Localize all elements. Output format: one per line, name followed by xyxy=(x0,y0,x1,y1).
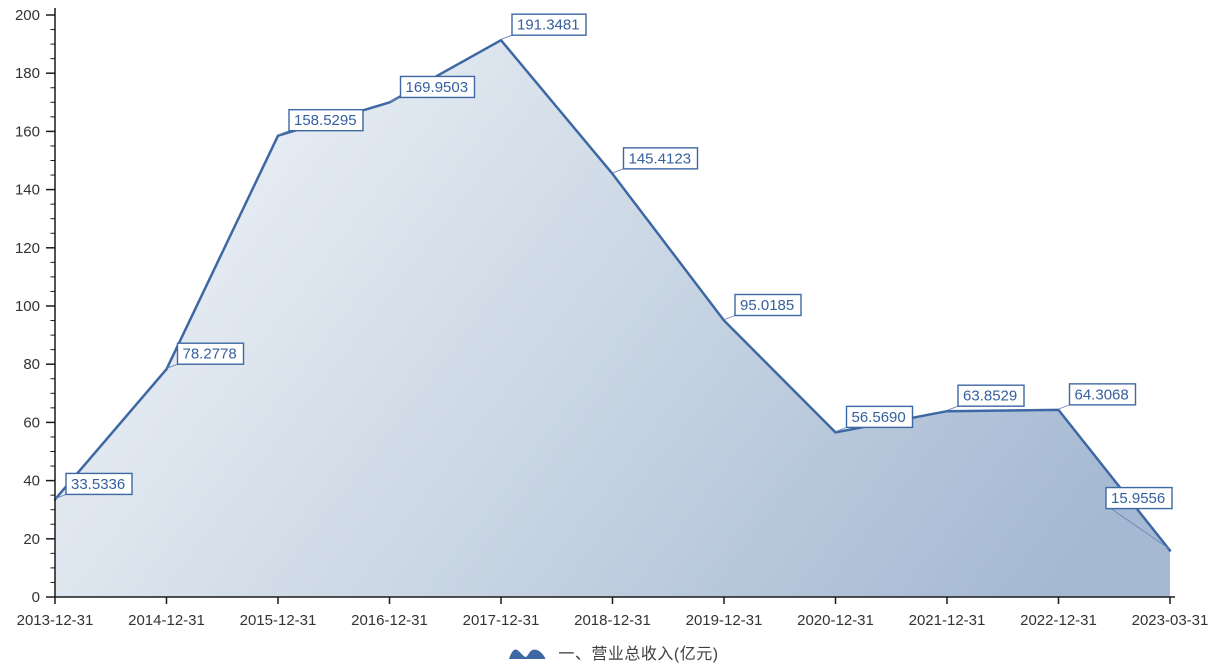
label-box xyxy=(65,472,133,496)
x-tick-label: 2023-03-31 xyxy=(1132,612,1209,629)
x-tick-label: 2019-12-31 xyxy=(686,612,763,629)
x-tick-label: 2018-12-31 xyxy=(574,612,651,629)
label-value: 78.2778 xyxy=(183,346,237,363)
label-box xyxy=(1068,383,1137,406)
label-box xyxy=(845,405,914,429)
data-label: 95.0185 xyxy=(724,293,802,320)
data-label: 145.4123 xyxy=(612,147,699,174)
x-axis: 2013-12-31 2014-12-31 2015-12-31 2016-12-31… xyxy=(17,597,1209,629)
x-tick-label: 2022-12-31 xyxy=(1020,612,1097,629)
x-tick-label: 2013-12-31 xyxy=(17,612,94,629)
label-value: 15.9556 xyxy=(1111,490,1165,507)
y-tick-label: 200 xyxy=(15,7,40,24)
x-tick-label: 2015-12-31 xyxy=(240,612,317,629)
label-value: 95.0185 xyxy=(740,297,794,314)
y-tick-label: 80 xyxy=(23,356,40,373)
data-label: 169.9503 xyxy=(389,75,476,102)
data-label: 191.3481 xyxy=(501,13,587,40)
y-tick-label: 60 xyxy=(23,414,40,431)
y-tick-label: 20 xyxy=(23,531,40,548)
x-tick-label: 2021-12-31 xyxy=(909,612,986,629)
label-value: 33.5336 xyxy=(71,476,125,493)
y-tick-label: 120 xyxy=(15,240,40,257)
label-value: 191.3481 xyxy=(517,17,580,34)
label-box xyxy=(734,293,802,317)
label-box xyxy=(957,384,1025,407)
x-tick-label: 2020-12-31 xyxy=(797,612,874,629)
y-tick-label: 0 xyxy=(32,589,40,606)
data-label: 15.9556 xyxy=(1105,486,1173,549)
data-label: 33.5336 xyxy=(55,472,133,499)
label-box xyxy=(1105,486,1173,510)
y-tick-label: 160 xyxy=(15,123,40,140)
data-label: 64.3068 xyxy=(1058,383,1137,410)
data-label: 158.5295 xyxy=(278,108,364,136)
x-tick-label: 2014-12-31 xyxy=(128,612,205,629)
label-box xyxy=(288,108,364,132)
label-box xyxy=(176,342,245,365)
data-label: 63.8529 xyxy=(947,384,1025,411)
series-line[interactable] xyxy=(53,38,1172,552)
label-leader-line xyxy=(1110,508,1170,549)
x-tick-label: 2016-12-31 xyxy=(351,612,428,629)
legend[interactable]: 一、营业总收入(亿元) xyxy=(0,640,1227,664)
label-box xyxy=(511,13,587,36)
label-value: 145.4123 xyxy=(629,150,692,167)
x-tick-label: 2017-12-31 xyxy=(463,612,540,629)
label-box xyxy=(399,75,476,99)
data-label: 56.5690 xyxy=(835,405,914,432)
y-tick-label: 100 xyxy=(15,298,40,315)
y-tick-label: 40 xyxy=(23,473,40,490)
y-axis: 0 20 40 60 80 100 120 140 160 180 200 xyxy=(15,7,55,606)
label-value: 63.8529 xyxy=(963,388,1017,405)
label-value: 158.5295 xyxy=(294,112,357,129)
label-value: 64.3068 xyxy=(1075,386,1129,403)
y-tick-label: 140 xyxy=(15,182,40,199)
area-series-icon xyxy=(509,649,546,659)
data-labels: 33.5336 78.2778 158.5295 169.9503 191.3481 14… xyxy=(55,13,1173,549)
data-label: 78.2778 xyxy=(166,342,245,369)
label-value: 169.9503 xyxy=(406,79,469,96)
series-area-fill xyxy=(55,40,1170,598)
label-value: 56.5690 xyxy=(852,409,906,426)
y-tick-label: 180 xyxy=(15,65,40,82)
label-box xyxy=(622,147,699,170)
legend-label: 一、营业总收入(亿元) xyxy=(558,646,719,663)
